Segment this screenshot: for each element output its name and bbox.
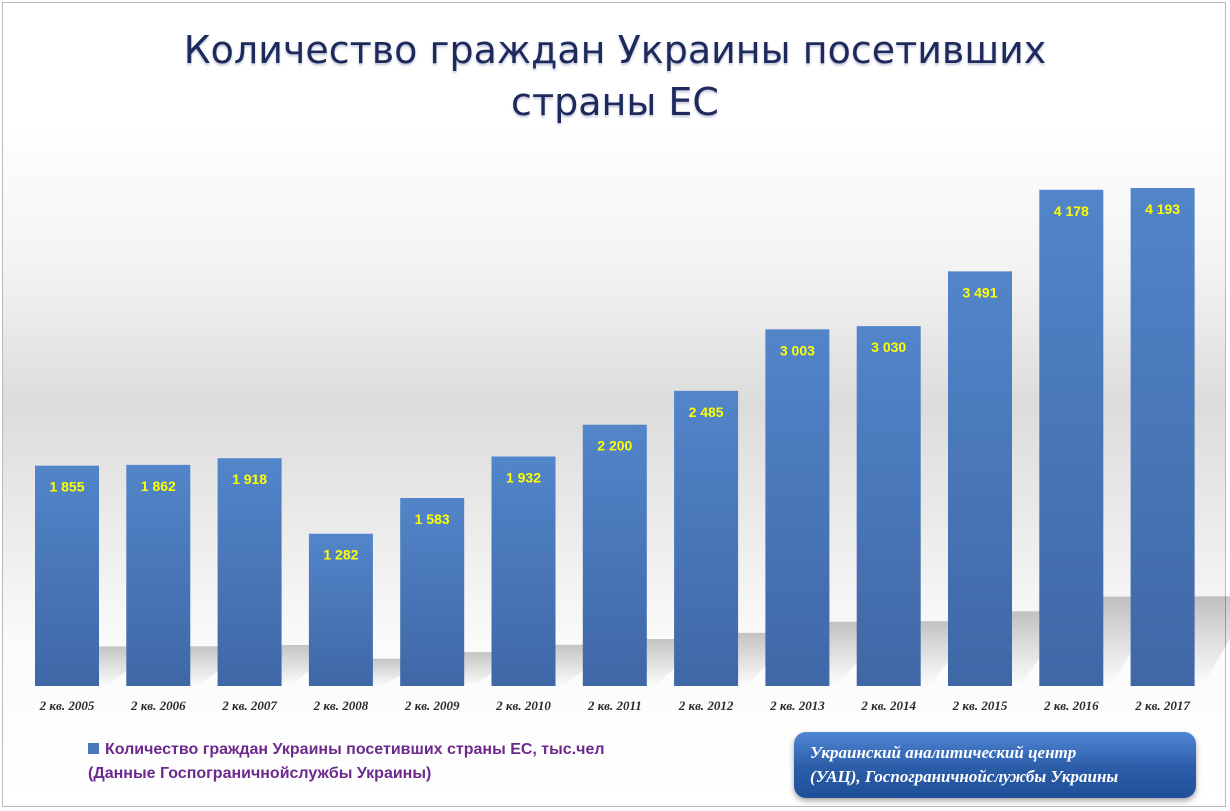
x-tick-label: 2 кв. 2008 bbox=[313, 698, 369, 713]
x-tick-label: 2 кв. 2009 bbox=[404, 698, 460, 713]
legend-label: Количество граждан Украины посетивших ст… bbox=[105, 741, 605, 758]
bar bbox=[1039, 189, 1104, 686]
bar bbox=[674, 390, 739, 686]
x-tick-label: 2 кв. 2015 bbox=[952, 698, 1008, 713]
data-label: 3 030 bbox=[871, 339, 906, 355]
x-tick-label: 2 кв. 2011 bbox=[587, 698, 642, 713]
bar bbox=[491, 456, 556, 686]
source-line-2: (УАЦ), Госпограничнойслужбы Украины bbox=[810, 767, 1119, 786]
bar bbox=[582, 424, 647, 686]
legend-note: (Данные Госпограничнойслужбы Украины) bbox=[88, 765, 432, 782]
bar bbox=[765, 329, 830, 686]
data-label: 1 282 bbox=[323, 547, 358, 563]
bar bbox=[35, 465, 99, 686]
chart-title: Количество граждан Украины посетивших ст… bbox=[0, 24, 1230, 128]
data-label: 1 855 bbox=[49, 479, 84, 495]
x-tick-label: 2 кв. 2012 bbox=[678, 698, 734, 713]
bar bbox=[126, 464, 191, 686]
data-label: 4 193 bbox=[1145, 201, 1180, 217]
bar bbox=[400, 497, 465, 686]
x-tick-label: 2 кв. 2006 bbox=[130, 698, 186, 713]
bar bbox=[856, 326, 921, 686]
x-tick-label: 2 кв. 2007 bbox=[221, 698, 277, 713]
data-label: 1 862 bbox=[141, 478, 176, 494]
legend-swatch bbox=[88, 743, 99, 754]
data-label: 1 918 bbox=[232, 471, 267, 487]
bar bbox=[1130, 188, 1195, 686]
bar bbox=[948, 271, 1012, 686]
data-label: 3 003 bbox=[780, 342, 815, 358]
x-tick-label: 2 кв. 2005 bbox=[39, 698, 95, 713]
title-line-2: страны ЕС bbox=[511, 80, 719, 124]
data-label: 4 178 bbox=[1054, 203, 1089, 219]
x-tick-label: 2 кв. 2010 bbox=[495, 698, 551, 713]
source-box: Украинский аналитический центр (УАЦ), Го… bbox=[794, 732, 1196, 798]
bar bbox=[308, 533, 373, 686]
data-label: 3 491 bbox=[962, 284, 997, 300]
legend: Количество граждан Украины посетивших ст… bbox=[88, 738, 605, 786]
data-label: 1 583 bbox=[415, 511, 450, 527]
source-line-1: Украинский аналитический центр bbox=[810, 743, 1077, 762]
x-tick-label: 2 кв. 2016 bbox=[1043, 698, 1099, 713]
legend-entry: Количество граждан Украины посетивших ст… bbox=[88, 738, 605, 762]
title-line-1: Количество граждан Украины посетивших bbox=[183, 28, 1047, 72]
bar bbox=[217, 458, 282, 686]
data-label: 2 485 bbox=[689, 404, 724, 420]
x-tick-label: 2 кв. 2013 bbox=[769, 698, 825, 713]
x-tick-label: 2 кв. 2014 bbox=[860, 698, 916, 713]
x-tick-label: 2 кв. 2017 bbox=[1134, 698, 1190, 713]
data-label: 1 932 bbox=[506, 470, 541, 486]
data-label: 2 200 bbox=[597, 438, 632, 454]
